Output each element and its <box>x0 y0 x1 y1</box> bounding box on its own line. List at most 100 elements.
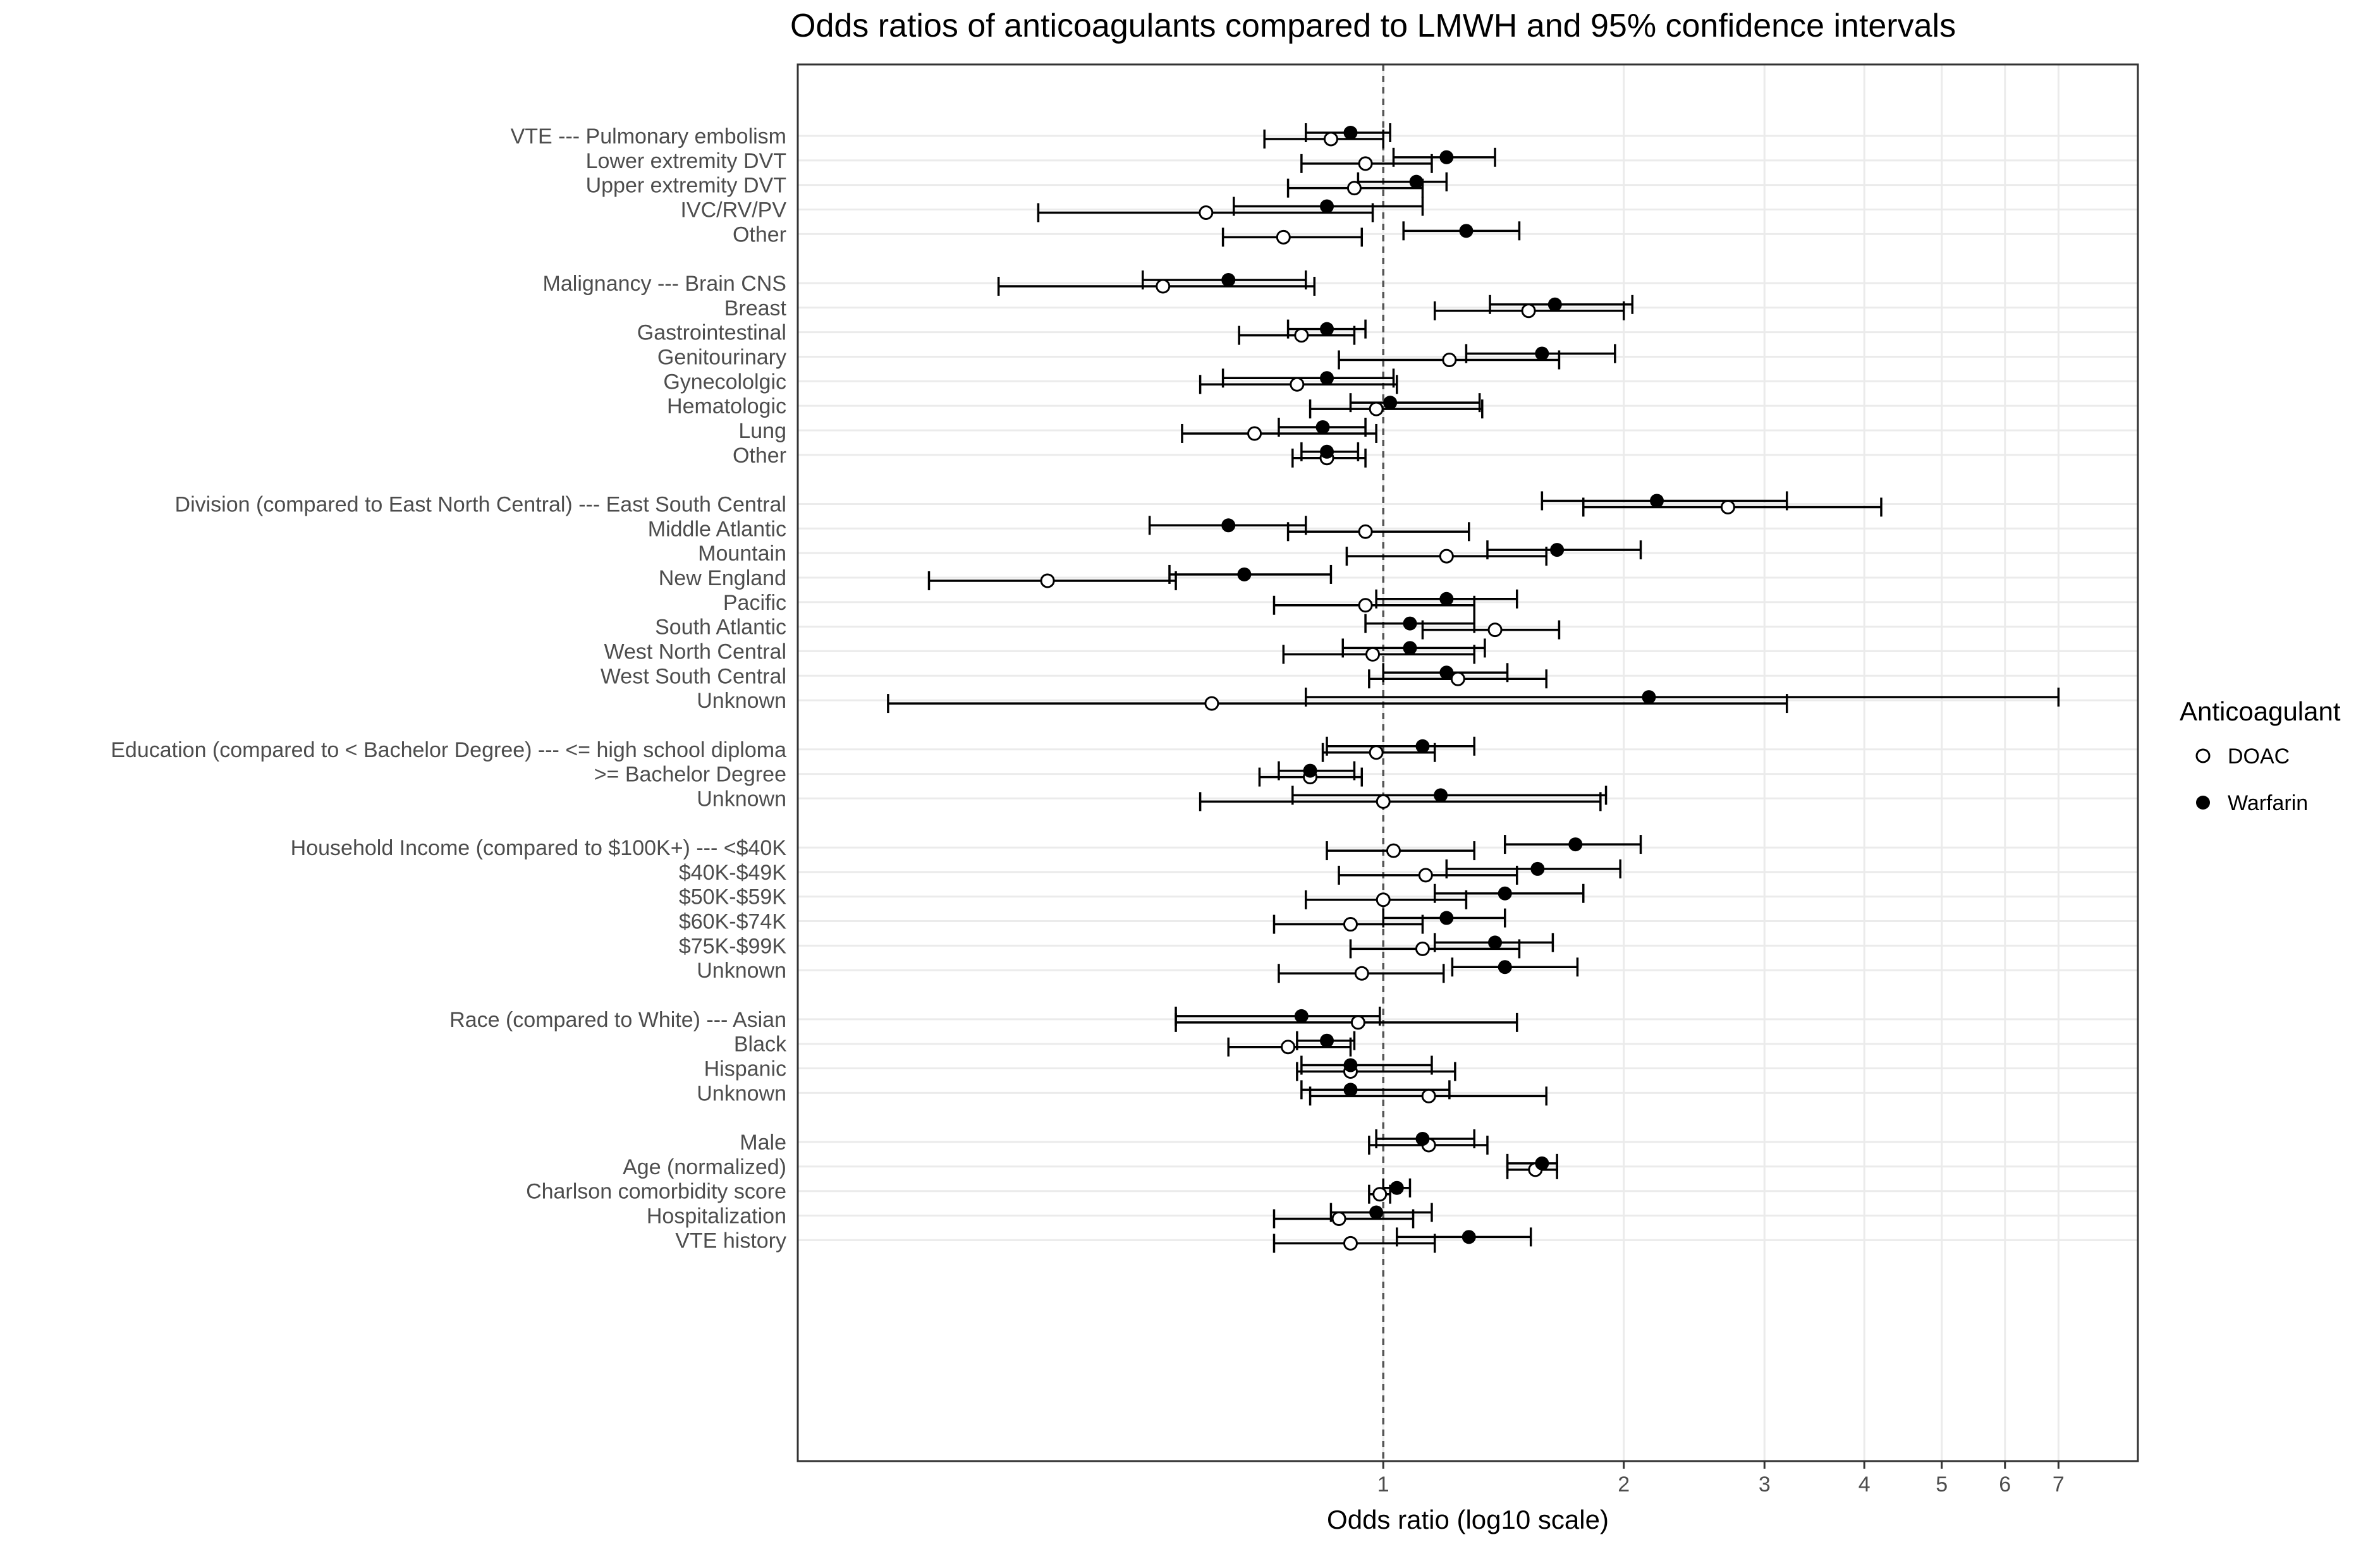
y-tick-label: Charlson comorbidity score <box>526 1180 786 1204</box>
y-tick-label: Lung <box>738 419 786 443</box>
warfarin-point <box>1369 1205 1384 1220</box>
y-tick-label: $50K-$59K <box>679 885 786 909</box>
doac-error-bar <box>1309 399 1484 419</box>
doac-point <box>1369 745 1384 760</box>
legend-key-warfarin <box>2196 796 2210 810</box>
legend-item-warfarin: Warfarin <box>2196 791 2308 815</box>
y-tick-label: VTE history <box>675 1229 786 1253</box>
warfarin-point <box>1434 788 1448 803</box>
warfarin-point <box>1409 174 1424 189</box>
warfarin-point <box>1550 543 1565 557</box>
warfarin-point <box>1439 592 1454 606</box>
doac-point <box>1365 647 1381 662</box>
warfarin-error-bar <box>1486 540 1642 560</box>
warfarin-point <box>1320 444 1334 459</box>
y-tick-label: Hematologic <box>667 394 786 418</box>
x-tick-label: 3 <box>1759 1472 1771 1496</box>
doac-point <box>1204 696 1219 711</box>
y-tick-label: Breast <box>724 296 787 320</box>
warfarin-point <box>1415 1132 1430 1146</box>
x-axis-title: Odds ratio (log10 scale) <box>1327 1505 1609 1534</box>
y-tick-label: Genitourinary <box>657 345 786 369</box>
y-tick-label: West North Central <box>604 640 786 664</box>
warfarin-point <box>1320 1033 1334 1048</box>
warfarin-error-bar <box>1175 1006 1381 1026</box>
warfarin-point <box>1389 1181 1404 1195</box>
warfarin-point <box>1498 960 1512 974</box>
legend-label-warfarin: Warfarin <box>2228 791 2308 815</box>
warfarin-point <box>1547 297 1562 312</box>
warfarin-point <box>1343 1058 1358 1072</box>
plot-panel <box>798 64 2138 1461</box>
y-tick-label: South Atlantic <box>655 616 786 640</box>
doac-point <box>1369 401 1384 416</box>
warfarin-point <box>1642 690 1656 705</box>
y-tick-label: Unknown <box>697 1081 786 1105</box>
doac-point <box>1358 598 1373 613</box>
doac-point <box>1358 524 1373 539</box>
warfarin-point <box>1320 371 1334 386</box>
y-tick-label: Pacific <box>723 591 786 615</box>
y-tick-label: Upper extremity DVT <box>586 174 786 198</box>
y-tick-label: Age (normalized) <box>623 1155 786 1179</box>
y-tick-label: Unknown <box>697 689 786 713</box>
doac-point <box>1450 671 1465 686</box>
gridlines <box>798 64 2138 1461</box>
warfarin-point <box>1343 126 1358 140</box>
y-tick-label: Mountain <box>698 542 786 566</box>
doac-point <box>1487 622 1503 638</box>
y-tick-label: Gynecololgic <box>663 370 786 394</box>
warfarin-point <box>1439 665 1454 680</box>
doac-point <box>1421 1088 1436 1103</box>
warfarin-point <box>1459 224 1474 238</box>
doac-point <box>1290 377 1305 392</box>
warfarin-point <box>1237 567 1252 581</box>
warfarin-point <box>1439 911 1454 925</box>
y-tick-label: Unknown <box>697 787 786 811</box>
y-tick-label: Division (compared to East North Central… <box>175 492 786 516</box>
warfarin-point <box>1320 322 1334 336</box>
y-tick-label: $60K-$74K <box>679 910 786 934</box>
doac-point <box>1521 303 1536 319</box>
doac-point <box>1439 549 1454 564</box>
doac-point <box>1372 1187 1388 1202</box>
doac-point <box>1358 156 1373 171</box>
doac-point <box>1040 573 1055 588</box>
doac-point <box>1294 328 1309 343</box>
y-tick-label: New England <box>659 566 786 590</box>
doac-point <box>1354 966 1369 981</box>
warfarin-error-bar <box>1451 957 1579 977</box>
y-tick-label: $75K-$99K <box>679 934 786 958</box>
y-tick-label: Gastrointestinal <box>637 321 786 345</box>
warfarin-point <box>1650 494 1664 508</box>
warfarin-error-bar <box>1364 614 1476 633</box>
warfarin-point <box>1221 272 1236 287</box>
doac-point <box>1343 1235 1358 1251</box>
x-tick-label: 7 <box>2053 1472 2065 1496</box>
warfarin-point <box>1535 1156 1549 1170</box>
warfarin-error-bar <box>1305 688 2060 707</box>
y-tick-label: West South Central <box>601 664 786 688</box>
x-tick-label: 5 <box>1936 1472 1948 1496</box>
y-tick-label: Education (compared to < Bachelor Degree… <box>111 738 786 762</box>
y-tick-label: Lower extremity DVT <box>586 149 786 173</box>
warfarin-point <box>1294 1009 1309 1023</box>
y-tick-label: Malignancy --- Brain CNS <box>543 272 786 296</box>
doac-point <box>1343 917 1358 932</box>
plot-background <box>798 64 2138 1461</box>
x-tick-label: 2 <box>1618 1472 1630 1496</box>
y-tick-label: Race (compared to White) --- Asian <box>449 1008 786 1032</box>
warfarin-point <box>1568 837 1583 852</box>
warfarin-error-bar <box>1349 393 1481 413</box>
legend-label-doac: DOAC <box>2228 744 2290 768</box>
warfarin-point <box>1488 935 1503 950</box>
doac-point <box>1156 279 1171 294</box>
warfarin-error-bar <box>1300 1055 1433 1075</box>
y-tick-label: Middle Atlantic <box>648 517 786 541</box>
warfarin-error-bar <box>1291 786 1608 805</box>
doac-point <box>1276 229 1291 245</box>
plot-border <box>796 63 2139 1462</box>
legend-item-doac: DOAC <box>2195 744 2290 768</box>
panel-border <box>796 63 2139 1462</box>
